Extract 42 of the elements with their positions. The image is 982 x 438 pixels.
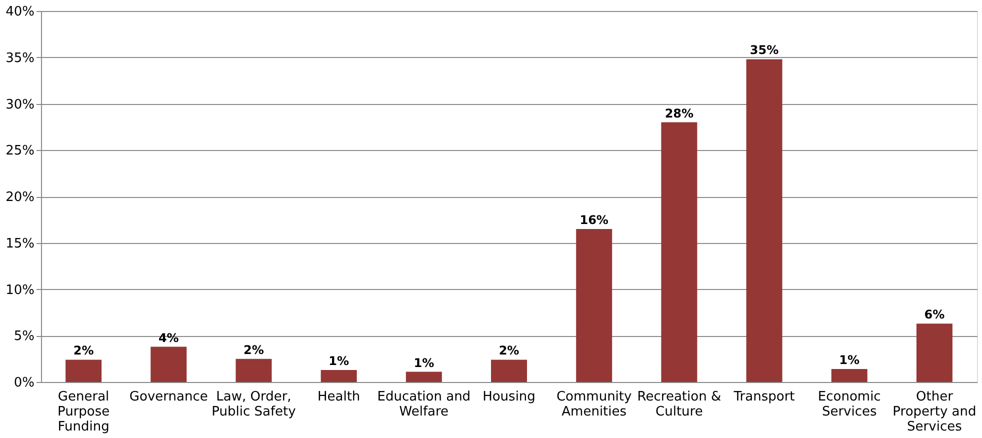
x-tick-label: Other Property and Services	[892, 390, 976, 434]
x-tick-label: Economic Services	[818, 390, 881, 420]
x-tick-label: Education and Welfare	[377, 390, 471, 420]
data-label: 2%	[498, 344, 520, 358]
bar	[236, 358, 272, 382]
y-tick-label: 35%	[6, 50, 34, 66]
data-label: 28%	[664, 106, 694, 120]
data-label: 16%	[580, 212, 608, 227]
y-tick-label: 40%	[6, 4, 34, 20]
data-label: 35%	[750, 43, 779, 58]
bar	[916, 324, 952, 382]
x-tick-label: Law, Order, Public Safety	[212, 390, 296, 420]
x-tick-label: Housing	[482, 390, 536, 404]
y-tick-label: 20%	[6, 190, 34, 205]
bar	[406, 372, 442, 382]
y-tick-label: 30%	[6, 97, 34, 112]
bar	[320, 370, 357, 382]
bar	[66, 360, 102, 382]
y-tick-label: 5%	[14, 329, 34, 344]
data-label: 4%	[158, 330, 179, 345]
y-tick-label: 25%	[6, 144, 34, 159]
bar	[150, 346, 187, 382]
bar	[661, 122, 698, 382]
data-label: 1%	[328, 354, 350, 368]
x-tick-label: General Purpose Funding	[57, 390, 110, 434]
bar	[746, 59, 782, 382]
bar	[491, 360, 527, 382]
x-tick-label: Transport	[732, 390, 795, 404]
x-tick-label: Recreation & Culture	[637, 390, 722, 420]
y-tick-label: 10%	[6, 282, 34, 298]
data-label: 1%	[839, 353, 860, 368]
bar	[831, 369, 868, 382]
data-label: 1%	[414, 356, 434, 370]
data-label: 2%	[73, 344, 94, 358]
y-tick-label: 15%	[6, 236, 34, 252]
x-tick-label: Governance	[129, 390, 208, 404]
bar	[576, 228, 612, 382]
y-tick-label: 0%	[14, 376, 34, 390]
data-label: 6%	[924, 308, 945, 322]
data-label: 2%	[244, 342, 264, 357]
x-tick-label: Community Amenities	[556, 390, 632, 420]
x-tick-label: Health	[317, 390, 360, 404]
